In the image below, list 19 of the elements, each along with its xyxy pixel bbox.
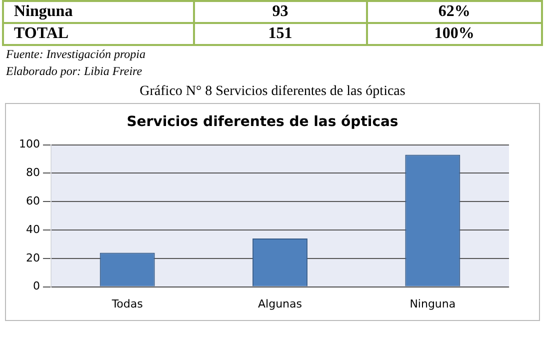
x-tick-label: Todas [110, 297, 144, 310]
y-tick-label: 0 [32, 280, 40, 293]
text: 62% [366, 1, 542, 23]
y-tick-label: 40 [26, 222, 40, 236]
y-tick-label: 60 [26, 194, 40, 208]
text: 151 [194, 23, 367, 45]
y-tick-label: 20 [26, 251, 40, 264]
text: Gráfico N° 8 Servicios diferentes de las ópticas [138, 84, 406, 100]
x-tick-label: Algunas [258, 297, 302, 310]
y-tick-label: 80 [26, 166, 40, 180]
source-note: Fuente: Investigación propia [6, 46, 147, 63]
text: TOTAL [3, 23, 194, 45]
text: Ninguna [3, 1, 194, 23]
chart-title: Servicios diferentes de las ópticas [126, 114, 398, 130]
text: Elaborado por: Libia Freire [6, 63, 144, 80]
text: 100% [366, 23, 542, 45]
y-tick-label: 100 [18, 138, 40, 151]
text: 93 [194, 1, 367, 23]
x-tick-label: Ninguna [410, 297, 456, 310]
